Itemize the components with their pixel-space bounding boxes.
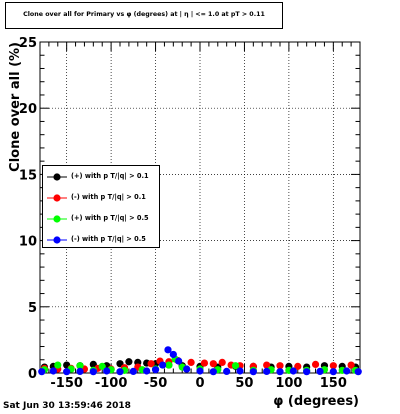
data-point <box>343 367 351 375</box>
chart-title-box: Clone over all for Primary vs φ (degrees… <box>5 2 283 29</box>
chart-title: Clone over all for Primary vs φ (degrees… <box>23 11 265 18</box>
x-axis-label: φ (degrees) <box>273 394 359 409</box>
data-point <box>76 367 84 376</box>
data-point <box>89 368 97 376</box>
legend-marker <box>47 236 67 244</box>
data-point <box>76 362 84 370</box>
data-point <box>164 346 172 354</box>
legend-marker <box>47 215 67 223</box>
data-point <box>147 360 155 368</box>
legend-label: (+) with p T/|q| > 0.5 <box>71 214 149 222</box>
x-tick-label: -150 <box>50 376 83 391</box>
data-point <box>49 367 57 375</box>
legend-label: (+) with p T/|q| > 0.1 <box>71 172 149 180</box>
data-point <box>187 358 195 367</box>
y-tick-label: 10 <box>19 235 37 250</box>
y-tick-label: 0 <box>28 367 37 382</box>
data-point <box>276 362 284 370</box>
data-point <box>98 362 106 370</box>
data-point <box>38 368 46 376</box>
data-point <box>103 367 111 375</box>
data-point <box>311 360 320 368</box>
data-point <box>231 362 240 370</box>
x-tick-label: -50 <box>144 376 168 391</box>
data-point <box>151 366 160 374</box>
legend-label: (-) with p T/|q| > 0.1 <box>71 193 146 201</box>
data-point <box>129 367 137 376</box>
legend-label: (-) with p T/|q| > 0.5 <box>71 235 146 243</box>
data-point <box>175 357 183 365</box>
data-point <box>329 368 337 376</box>
y-tick-label: 25 <box>19 36 37 51</box>
legend-item: (-) with p T/|q| > 0.5 <box>43 233 159 247</box>
x-tick-label: 50 <box>235 376 253 391</box>
legend: (+) with p T/|q| > 0.1 (-) with p T/|q| … <box>42 165 160 248</box>
data-point <box>63 368 71 376</box>
data-point <box>294 362 302 370</box>
x-tick-label: 0 <box>195 376 204 391</box>
data-point <box>316 367 324 376</box>
data-point <box>263 367 271 376</box>
data-point <box>169 350 177 359</box>
data-point <box>200 359 209 367</box>
legend-item: (+) with p T/|q| > 0.5 <box>43 212 159 226</box>
data-point <box>223 367 231 376</box>
data-point <box>263 361 271 369</box>
data-point <box>303 368 311 376</box>
data-points <box>38 346 362 376</box>
data-point <box>329 362 337 370</box>
data-point <box>54 361 62 369</box>
legend-marker <box>47 194 67 202</box>
legend-item: (+) with p T/|q| > 0.1 <box>43 170 159 184</box>
data-point <box>276 368 284 376</box>
footer-timestamp: Sat Jun 30 13:59:46 2018 <box>3 401 131 411</box>
data-point <box>218 358 226 367</box>
data-point <box>289 367 297 375</box>
x-tick-label: 100 <box>275 376 302 391</box>
data-point <box>196 367 204 375</box>
data-point <box>249 368 257 376</box>
data-point <box>125 358 133 366</box>
data-point <box>159 361 167 369</box>
y-tick-label: 20 <box>19 102 37 117</box>
data-point <box>116 368 124 376</box>
data-point <box>183 365 191 373</box>
x-tick-label: 150 <box>320 376 347 391</box>
data-point <box>209 360 217 368</box>
data-point <box>236 367 244 375</box>
series-group <box>38 346 362 376</box>
y-tick-label: 5 <box>28 301 37 316</box>
x-tick-label: -100 <box>95 376 128 391</box>
data-point <box>209 368 217 376</box>
legend-item: (-) with p T/|q| > 0.1 <box>43 191 159 205</box>
y-axis-label: Clone over all (%) <box>8 42 23 172</box>
data-point <box>165 361 173 369</box>
data-point <box>347 361 355 369</box>
y-tick-label: 15 <box>19 168 37 183</box>
legend-marker <box>47 173 67 181</box>
data-point <box>354 368 362 376</box>
data-point <box>143 367 151 375</box>
